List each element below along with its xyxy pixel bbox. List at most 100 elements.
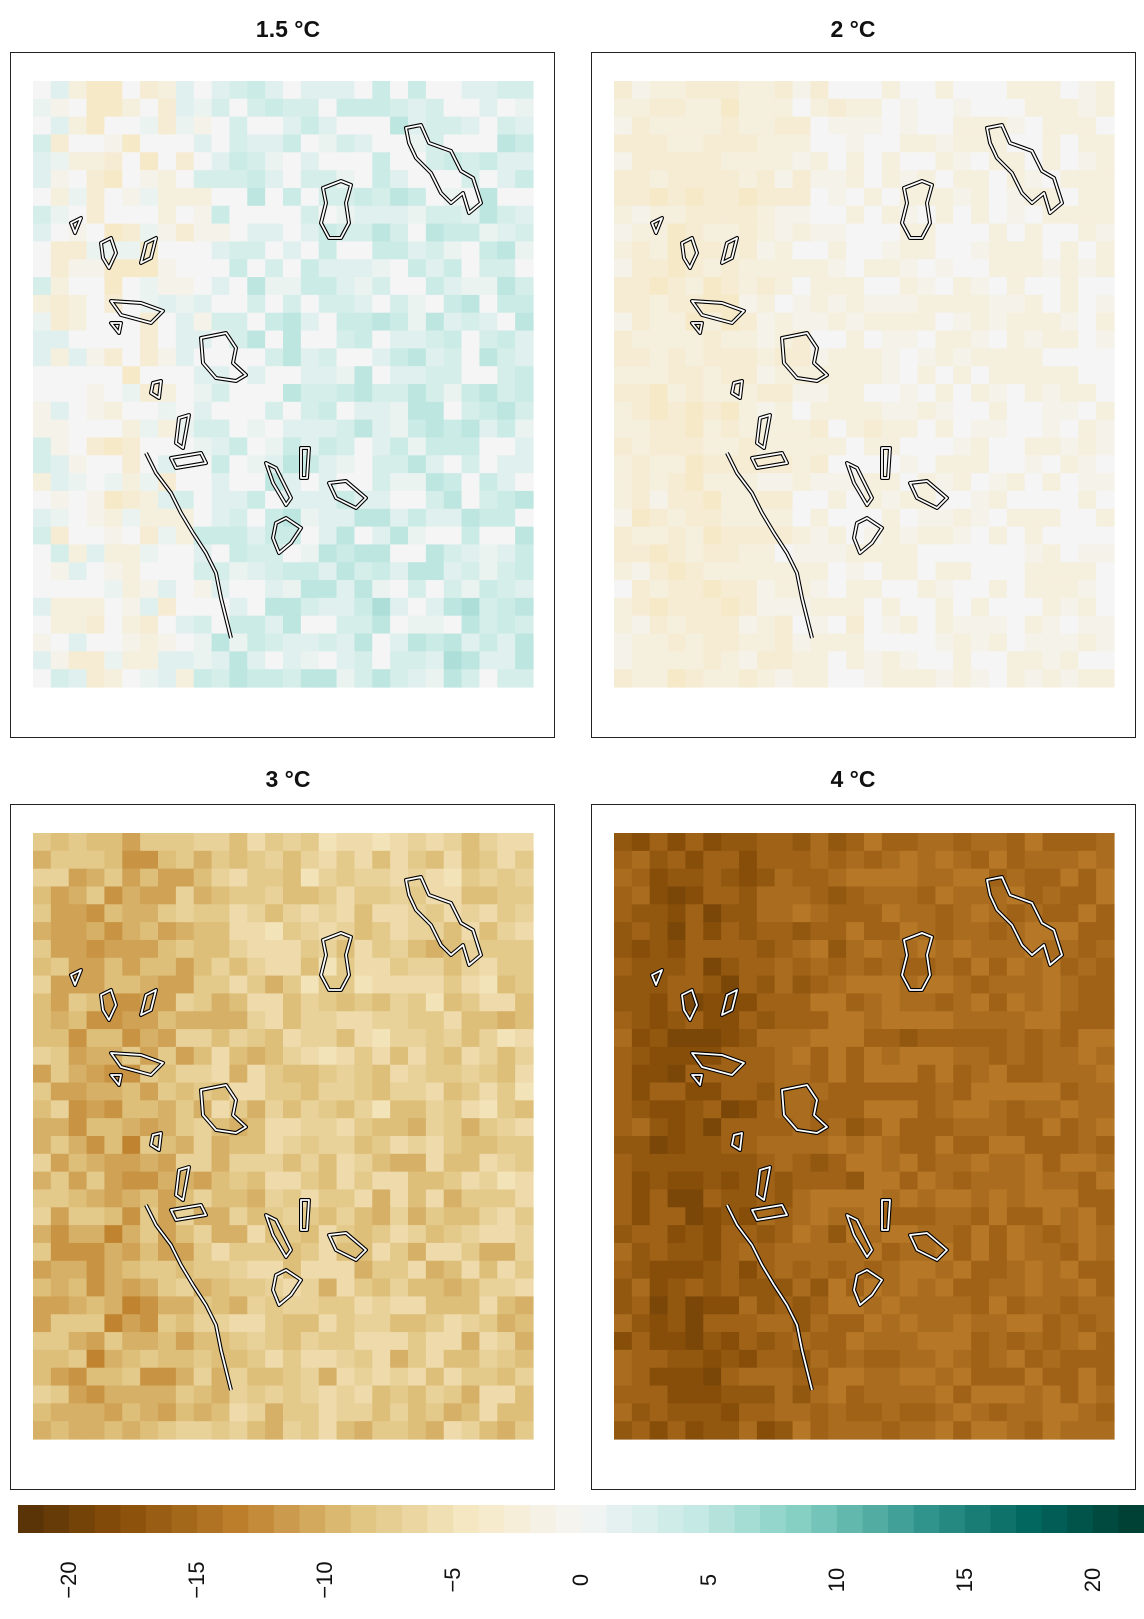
raster-cell [881, 904, 901, 923]
raster-cell [667, 312, 687, 332]
raster-cell [336, 81, 356, 100]
raster-cell [497, 633, 516, 652]
raster-cell [425, 1403, 445, 1422]
raster-cell [685, 1242, 704, 1262]
raster-cell [649, 904, 669, 923]
area-fill [691, 300, 745, 324]
raster-cell [140, 259, 159, 278]
raster-cell [774, 134, 794, 153]
raster-cell [372, 886, 391, 905]
raster-cell [935, 294, 954, 314]
raster-cell [122, 277, 141, 296]
raster-cell [104, 348, 123, 367]
raster-cell [1096, 508, 1115, 528]
raster-cell [1078, 597, 1097, 617]
raster-cell [899, 1136, 919, 1155]
colorbar-swatch [453, 1505, 480, 1533]
raster-cell [721, 1029, 740, 1048]
raster-cell [158, 975, 177, 995]
raster-cell [614, 330, 633, 349]
raster-cell [336, 1100, 356, 1119]
raster-cell [881, 1385, 901, 1404]
raster-cell [68, 419, 88, 439]
raster-cell [372, 437, 391, 456]
raster-cell [864, 868, 883, 888]
raster-cell [1060, 1367, 1079, 1387]
raster-cell [443, 490, 463, 510]
raster-cell [247, 366, 266, 385]
raster-grid [614, 833, 1115, 1440]
raster-cell [104, 526, 123, 546]
raster-cell [229, 152, 248, 171]
raster-cell [104, 134, 123, 153]
raster-cell [756, 81, 776, 100]
raster-cell [1096, 1082, 1115, 1101]
raster-cell [953, 868, 972, 888]
raster-cell [408, 1207, 427, 1226]
raster-cell [1096, 455, 1115, 474]
raster-cell [211, 170, 231, 189]
raster-cell [721, 922, 740, 941]
raster-cell [300, 1207, 320, 1226]
raster-cell [50, 922, 70, 941]
raster-cell [917, 1332, 937, 1351]
raster-cell [443, 669, 463, 688]
raster-cell [86, 1118, 106, 1137]
raster-cell [372, 975, 391, 995]
raster-cell [1096, 615, 1115, 635]
raster-cell [479, 651, 498, 670]
raster-cell [739, 116, 758, 136]
raster-cell [336, 366, 356, 385]
raster-cell [864, 508, 883, 528]
raster-cell [425, 1278, 445, 1298]
raster-cell [1042, 473, 1062, 492]
raster-cell [497, 1064, 516, 1084]
area-fill [731, 380, 743, 399]
area-fill [853, 1269, 883, 1306]
area-fill [170, 1204, 207, 1221]
raster-cell [265, 98, 284, 118]
raster-cell [265, 348, 284, 367]
raster-cell [158, 993, 177, 1012]
raster-cell [971, 294, 990, 314]
raster-cell [828, 1100, 847, 1119]
raster-cell [667, 1100, 687, 1119]
raster-cell [265, 1046, 284, 1066]
raster-cell [86, 384, 106, 403]
raster-cell [917, 1011, 937, 1030]
raster-cell [479, 1385, 498, 1404]
raster-cell [390, 1296, 409, 1315]
raster-cell [50, 116, 70, 136]
raster-cell [989, 1260, 1008, 1280]
raster-cell [774, 508, 794, 528]
raster-cell [300, 1064, 320, 1084]
area-fill [881, 1199, 891, 1231]
raster-cell [1060, 98, 1079, 118]
raster-cell [1024, 1260, 1044, 1280]
raster-cell [864, 1349, 883, 1369]
raster-cell [917, 134, 937, 153]
raster-cell [229, 490, 248, 510]
raster-cell [1024, 366, 1044, 385]
raster-cell [1060, 490, 1079, 510]
raster-cell [283, 116, 302, 136]
raster-cell [721, 490, 740, 510]
raster-cell [300, 98, 320, 118]
raster-cell [810, 868, 829, 888]
raster-cell [158, 384, 177, 403]
raster-cell [515, 1207, 534, 1226]
raster-cell [1006, 312, 1026, 332]
raster-cell [318, 1260, 338, 1280]
raster-cell [390, 526, 409, 546]
raster-cell [792, 850, 812, 870]
raster-cell [336, 868, 356, 888]
raster-cell [721, 669, 740, 688]
raster-cell [614, 1225, 633, 1244]
raster-cell [33, 1171, 52, 1191]
raster-cell [649, 1064, 669, 1084]
raster-cell [50, 1225, 70, 1244]
raster-cell [50, 1100, 70, 1119]
raster-cell [721, 419, 740, 439]
raster-cell [354, 939, 373, 959]
raster-cell [336, 1332, 356, 1351]
